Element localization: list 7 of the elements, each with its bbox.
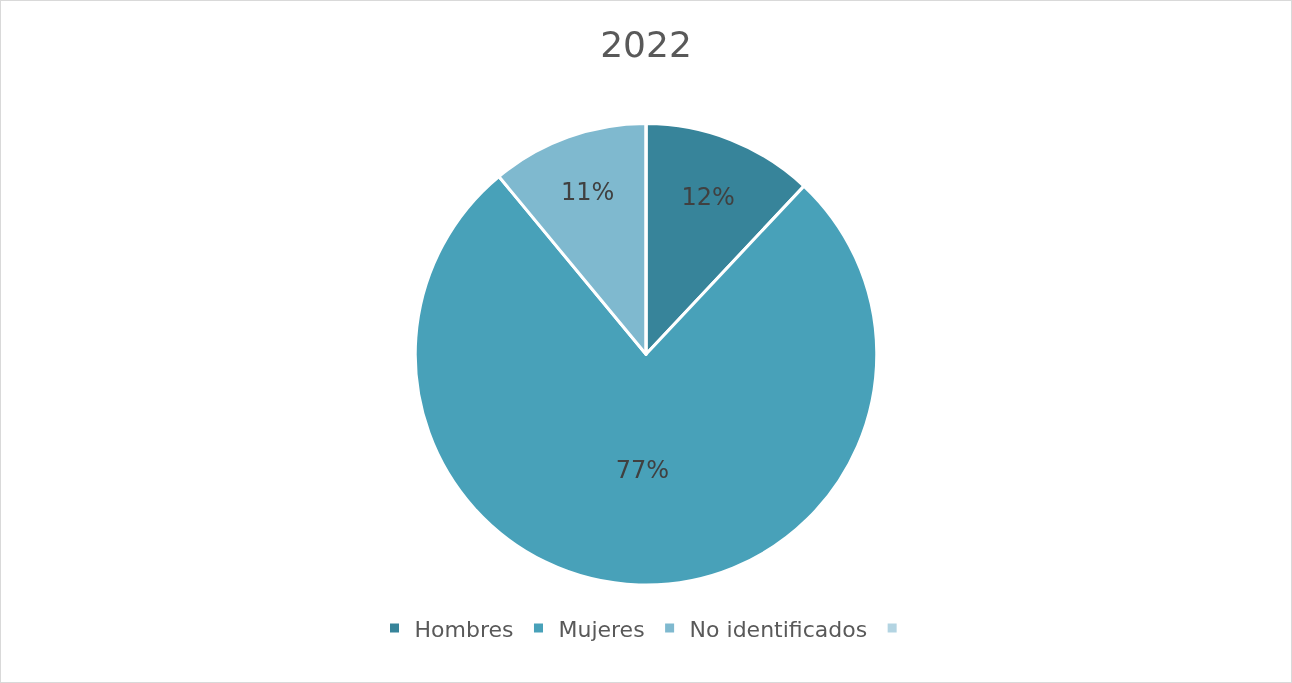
data-label: 11% [560,178,615,207]
legend-label: Hombres [414,616,514,642]
legend-label: No identificados [689,616,868,642]
data-label: 77% [615,455,670,484]
legend-label: Mujeres [558,616,645,642]
data-label: 12% [681,183,735,212]
chart-title: 2022 [600,23,692,65]
